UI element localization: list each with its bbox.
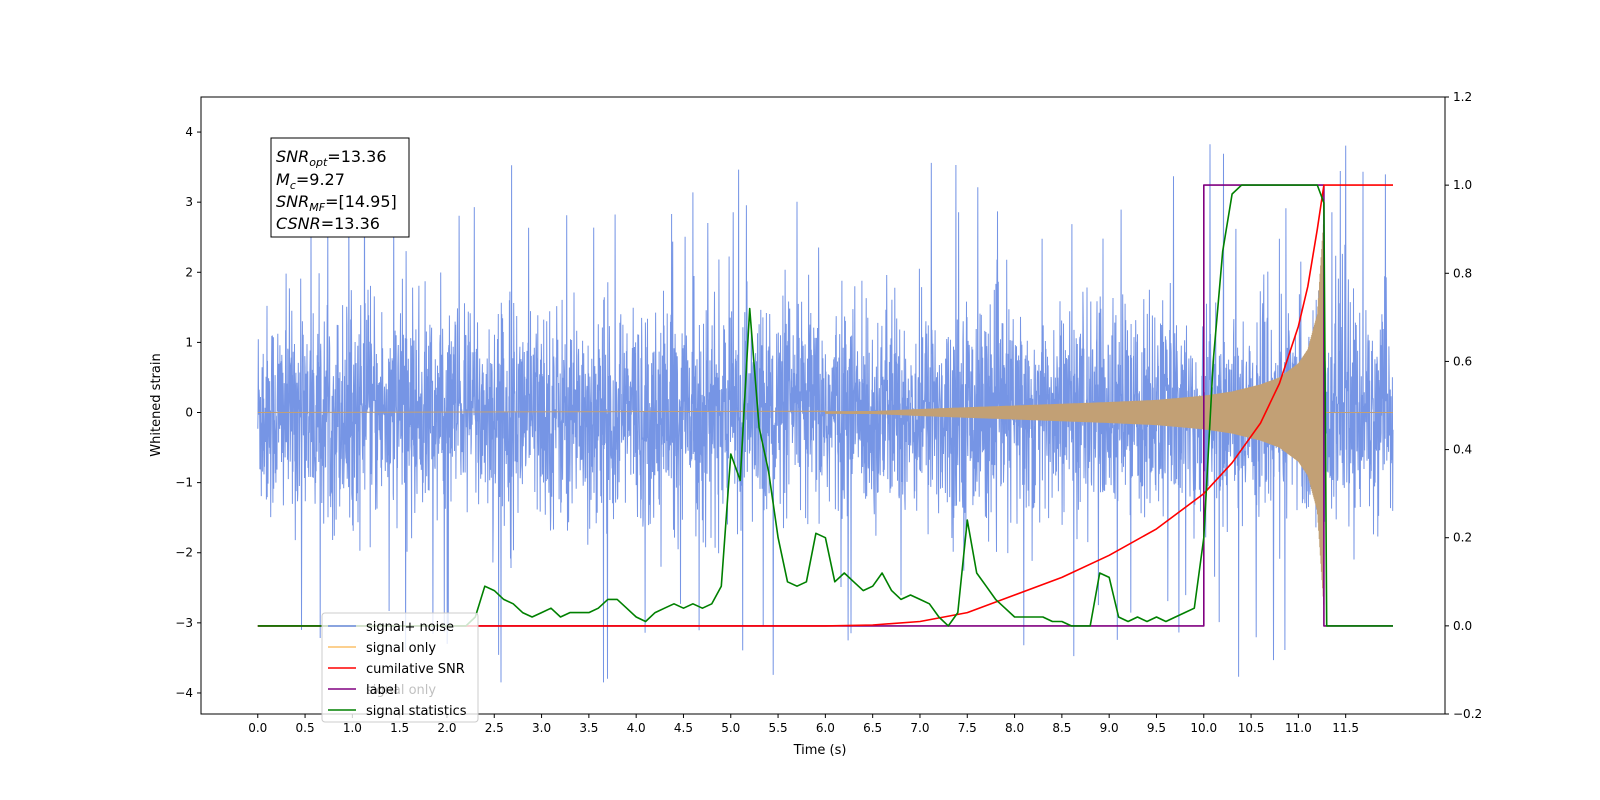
x-tick-label: 1.0 xyxy=(343,721,362,735)
y-right-tick-label: 0.6 xyxy=(1453,354,1472,368)
x-tick-label: 4.0 xyxy=(627,721,646,735)
annotation-line-csnr: CSNR=13.36 xyxy=(276,214,380,233)
y-left-tick-label: −1 xyxy=(175,476,193,490)
y-right-tick-label: 0.0 xyxy=(1453,619,1472,633)
x-tick-label: 0.5 xyxy=(296,721,315,735)
x-tick-label: 7.5 xyxy=(958,721,977,735)
annotation-value: =13.36 xyxy=(327,147,386,166)
annotation-var: SNR xyxy=(276,192,309,211)
plot-frame xyxy=(200,96,1446,715)
annotation-line-mc: Mc=9.27 xyxy=(276,170,345,192)
x-tick-label: 5.5 xyxy=(769,721,788,735)
y-right-tick-label: 0.4 xyxy=(1453,443,1472,457)
x-tick-label: 10.0 xyxy=(1190,721,1217,735)
legend-label-cumilative-snr: cumilative SNR xyxy=(366,662,465,677)
series-signal-statistics xyxy=(257,184,1393,627)
annotation-sub: MF xyxy=(309,201,325,214)
annotation-sub: opt xyxy=(309,156,328,169)
x-tick-label: 0.0 xyxy=(248,721,267,735)
x-tick-label: 8.0 xyxy=(1005,721,1024,735)
x-tick-label: 3.5 xyxy=(579,721,598,735)
y-left-tick-label: 2 xyxy=(185,265,193,279)
x-tick-label: 9.0 xyxy=(1100,721,1119,735)
legend-label-label: label xyxy=(366,683,397,698)
x-tick-label: 3.0 xyxy=(532,721,551,735)
y-right-tick-label: 1.0 xyxy=(1453,178,1472,192)
series-layer xyxy=(257,141,1394,683)
x-tick-label: 7.0 xyxy=(910,721,929,735)
x-tick-label: 11.0 xyxy=(1285,721,1312,735)
x-tick-label: 4.5 xyxy=(674,721,693,735)
annotation-var: CSNR xyxy=(276,214,321,233)
y-right-tick-label: −0.2 xyxy=(1453,707,1482,721)
x-tick-label: 1.5 xyxy=(390,721,409,735)
y-left-tick-label: 3 xyxy=(185,195,193,209)
x-axis-label: Time (s) xyxy=(793,743,847,758)
annotation-line-snr-mf: SNRMF=[14.95] xyxy=(276,192,397,214)
series-signal-only xyxy=(257,216,1393,605)
y-right-tick-label: 0.8 xyxy=(1453,266,1472,280)
x-tick-label: 8.5 xyxy=(1052,721,1071,735)
y-left-tick-label: −4 xyxy=(175,686,193,700)
y-left-tick-label: −2 xyxy=(175,546,193,560)
x-tick-label: 5.0 xyxy=(721,721,740,735)
annotation-box: SNRopt=13.36 Mc=9.27 SNRMF=[14.95] CSNR=… xyxy=(270,137,410,238)
x-tick-label: 6.5 xyxy=(863,721,882,735)
legend: signal+ noise signal only cumilative SNR… xyxy=(321,612,479,723)
annotation-frame xyxy=(270,137,410,238)
y-right-tick-label: 1.2 xyxy=(1453,90,1472,104)
annotation-value: =13.36 xyxy=(321,214,380,233)
x-tick-label: 2.5 xyxy=(485,721,504,735)
legend-frame xyxy=(321,612,479,723)
annotation-value: =9.27 xyxy=(296,170,345,189)
legend-label-signal-statistics: signal statistics xyxy=(366,704,467,719)
axes-layer: 0.0 0.5 1.0 1.5 2.0 2.5 3.0 3.5 4.0 4.5 5.0 5.5 6.0 6… xyxy=(175,90,1482,735)
x-tick-label: 11.5 xyxy=(1332,721,1359,735)
legend-label-signal-only: signal only xyxy=(366,641,436,656)
y-left-tick-label: 0 xyxy=(185,406,193,420)
annotation-var: M xyxy=(276,170,290,189)
y-axis-label: Whitened strain xyxy=(149,353,164,456)
x-tick-label: 10.5 xyxy=(1238,721,1265,735)
x-tick-label: 6.0 xyxy=(816,721,835,735)
legend-label-signal-noise: signal+ noise xyxy=(366,620,454,635)
annotation-line-snr-opt: SNRopt=13.36 xyxy=(276,147,387,169)
y-left-tick-label: 1 xyxy=(185,335,193,349)
annotation-sub: c xyxy=(290,179,296,192)
annotation-value: =[14.95] xyxy=(325,192,397,211)
x-tick-label: 9.5 xyxy=(1147,721,1166,735)
series-cumilative-snr xyxy=(257,184,1393,627)
legend-occluded-text: signal only xyxy=(366,683,436,698)
y-right-tick-label: 0.2 xyxy=(1453,531,1472,545)
x-tick-label: 2.0 xyxy=(437,721,456,735)
annotation-var: SNR xyxy=(276,147,309,166)
y-left-tick-label: −3 xyxy=(175,616,193,630)
y-left-tick-label: 4 xyxy=(185,125,193,139)
